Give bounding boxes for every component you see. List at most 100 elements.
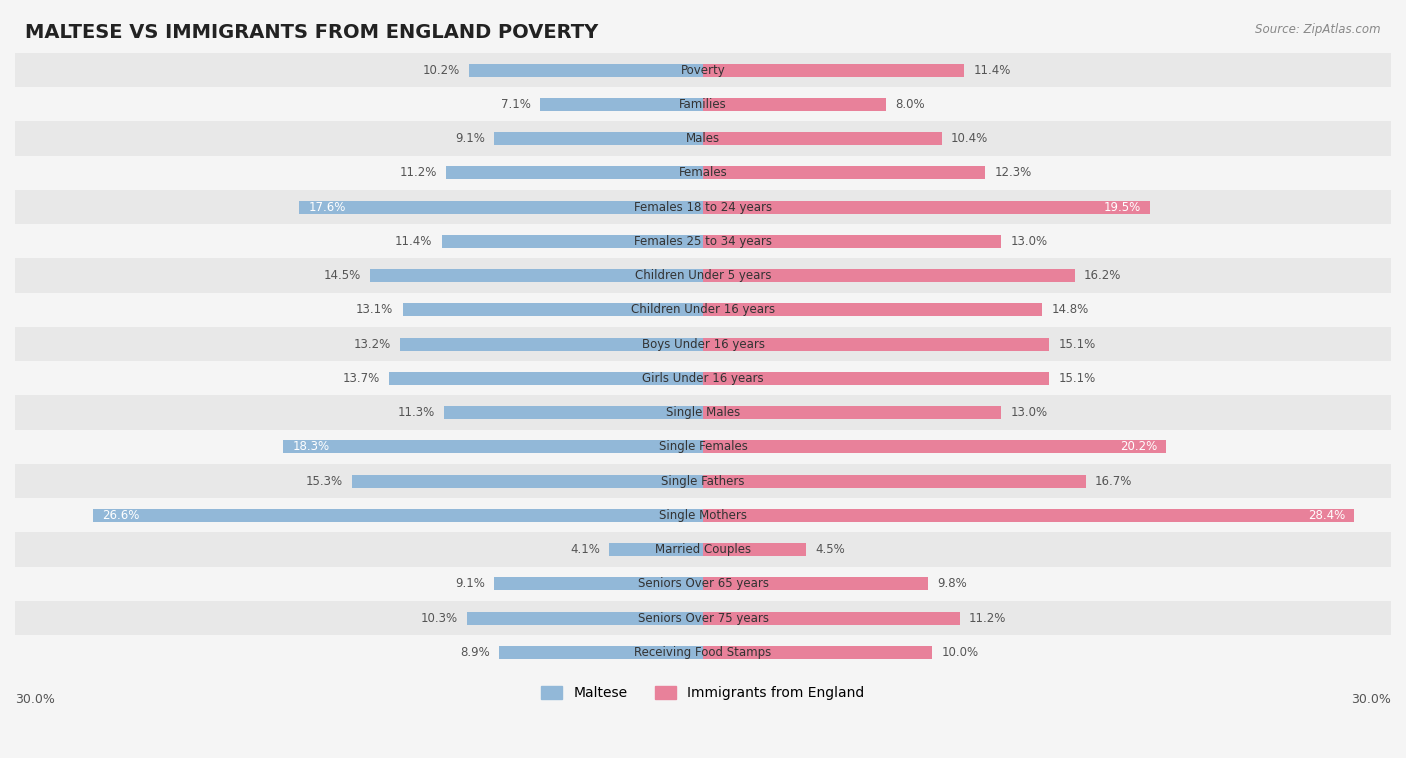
Text: 26.6%: 26.6% bbox=[103, 509, 139, 522]
Text: 13.2%: 13.2% bbox=[354, 337, 391, 350]
Text: Receiving Food Stamps: Receiving Food Stamps bbox=[634, 646, 772, 659]
Text: 11.2%: 11.2% bbox=[399, 166, 437, 180]
Text: 4.1%: 4.1% bbox=[569, 543, 600, 556]
Text: 16.7%: 16.7% bbox=[1095, 475, 1133, 487]
Text: 13.7%: 13.7% bbox=[343, 371, 380, 385]
Text: Single Mothers: Single Mothers bbox=[659, 509, 747, 522]
Text: Children Under 16 years: Children Under 16 years bbox=[631, 303, 775, 316]
Bar bbox=[703, 337, 1049, 350]
Text: Seniors Over 65 years: Seniors Over 65 years bbox=[637, 578, 769, 590]
Text: 8.9%: 8.9% bbox=[460, 646, 489, 659]
Text: 13.0%: 13.0% bbox=[1011, 235, 1047, 248]
Text: Girls Under 16 years: Girls Under 16 years bbox=[643, 371, 763, 385]
Text: 7.1%: 7.1% bbox=[501, 98, 531, 111]
Bar bbox=[703, 371, 1049, 385]
Text: 30.0%: 30.0% bbox=[15, 694, 55, 706]
Bar bbox=[15, 567, 1391, 601]
Text: 13.1%: 13.1% bbox=[356, 303, 394, 316]
Text: MALTESE VS IMMIGRANTS FROM ENGLAND POVERTY: MALTESE VS IMMIGRANTS FROM ENGLAND POVER… bbox=[25, 23, 599, 42]
Bar bbox=[703, 509, 1354, 522]
Text: Seniors Over 75 years: Seniors Over 75 years bbox=[637, 612, 769, 625]
Text: 10.4%: 10.4% bbox=[950, 132, 988, 145]
Bar bbox=[15, 190, 1391, 224]
Text: Females: Females bbox=[679, 166, 727, 180]
Bar bbox=[15, 121, 1391, 155]
Bar bbox=[470, 64, 703, 77]
Text: 9.1%: 9.1% bbox=[456, 578, 485, 590]
Bar bbox=[15, 361, 1391, 396]
Bar bbox=[703, 475, 1085, 487]
Bar bbox=[444, 406, 703, 419]
Bar bbox=[299, 201, 703, 214]
Bar bbox=[540, 98, 703, 111]
Text: 15.1%: 15.1% bbox=[1059, 337, 1095, 350]
Text: 8.0%: 8.0% bbox=[896, 98, 925, 111]
Text: Children Under 5 years: Children Under 5 years bbox=[634, 269, 772, 282]
Legend: Maltese, Immigrants from England: Maltese, Immigrants from England bbox=[536, 681, 870, 706]
Bar bbox=[703, 201, 1150, 214]
Text: 16.2%: 16.2% bbox=[1084, 269, 1121, 282]
Bar bbox=[15, 155, 1391, 190]
Bar bbox=[402, 303, 703, 316]
Bar bbox=[703, 98, 886, 111]
Bar bbox=[389, 371, 703, 385]
Text: 10.3%: 10.3% bbox=[420, 612, 457, 625]
Bar bbox=[15, 224, 1391, 258]
Text: 13.0%: 13.0% bbox=[1011, 406, 1047, 419]
Bar bbox=[495, 132, 703, 145]
Bar bbox=[15, 498, 1391, 532]
Text: Boys Under 16 years: Boys Under 16 years bbox=[641, 337, 765, 350]
Text: Females 18 to 24 years: Females 18 to 24 years bbox=[634, 201, 772, 214]
Text: 11.4%: 11.4% bbox=[395, 235, 433, 248]
Text: 9.1%: 9.1% bbox=[456, 132, 485, 145]
Text: 15.1%: 15.1% bbox=[1059, 371, 1095, 385]
Text: 10.2%: 10.2% bbox=[423, 64, 460, 77]
Bar bbox=[703, 406, 1001, 419]
Bar bbox=[352, 475, 703, 487]
Bar bbox=[15, 464, 1391, 498]
Text: Families: Families bbox=[679, 98, 727, 111]
Bar bbox=[703, 646, 932, 659]
Bar bbox=[284, 440, 703, 453]
Text: 30.0%: 30.0% bbox=[1351, 694, 1391, 706]
Bar bbox=[15, 87, 1391, 121]
Bar bbox=[703, 132, 942, 145]
Bar bbox=[499, 646, 703, 659]
Bar bbox=[370, 269, 703, 282]
Text: Poverty: Poverty bbox=[681, 64, 725, 77]
Text: Single Fathers: Single Fathers bbox=[661, 475, 745, 487]
Bar bbox=[15, 327, 1391, 361]
Bar bbox=[703, 543, 806, 556]
Text: 28.4%: 28.4% bbox=[1308, 509, 1346, 522]
Text: Married Couples: Married Couples bbox=[655, 543, 751, 556]
Bar bbox=[93, 509, 703, 522]
Bar bbox=[495, 578, 703, 590]
Bar bbox=[703, 303, 1042, 316]
Bar bbox=[703, 235, 1001, 248]
Bar bbox=[467, 612, 703, 625]
Bar bbox=[609, 543, 703, 556]
Bar bbox=[441, 235, 703, 248]
Bar bbox=[401, 337, 703, 350]
Bar bbox=[15, 53, 1391, 87]
Bar bbox=[15, 532, 1391, 567]
Text: 15.3%: 15.3% bbox=[307, 475, 343, 487]
Text: 14.8%: 14.8% bbox=[1052, 303, 1088, 316]
Text: 10.0%: 10.0% bbox=[942, 646, 979, 659]
Text: 14.5%: 14.5% bbox=[323, 269, 361, 282]
Bar bbox=[15, 396, 1391, 430]
Text: Males: Males bbox=[686, 132, 720, 145]
Text: 4.5%: 4.5% bbox=[815, 543, 845, 556]
Bar bbox=[15, 601, 1391, 635]
Bar bbox=[703, 440, 1166, 453]
Text: Females 25 to 34 years: Females 25 to 34 years bbox=[634, 235, 772, 248]
Text: 20.2%: 20.2% bbox=[1119, 440, 1157, 453]
Bar bbox=[15, 635, 1391, 669]
Text: 9.8%: 9.8% bbox=[936, 578, 967, 590]
Bar bbox=[703, 166, 986, 180]
Text: Source: ZipAtlas.com: Source: ZipAtlas.com bbox=[1256, 23, 1381, 36]
Text: 19.5%: 19.5% bbox=[1104, 201, 1142, 214]
Bar bbox=[15, 430, 1391, 464]
Text: 11.3%: 11.3% bbox=[398, 406, 434, 419]
Text: 11.2%: 11.2% bbox=[969, 612, 1007, 625]
